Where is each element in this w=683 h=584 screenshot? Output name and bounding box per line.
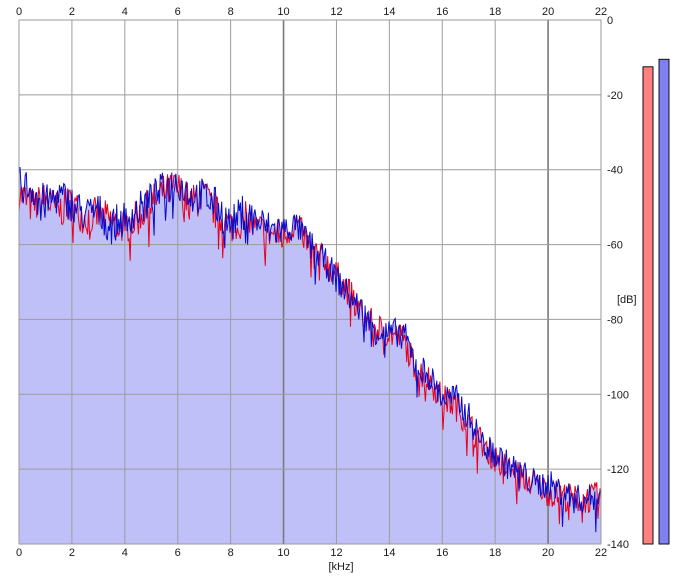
y-tick-0: 0 — [607, 15, 613, 27]
spectrum-fill-area — [19, 167, 601, 544]
x-tick-labels-bottom: 0 2 4 6 8 10 12 14 16 18 20 22 — [16, 547, 607, 559]
y-tick-neg60: -60 — [607, 240, 623, 252]
x-tick-top-20: 20 — [542, 6, 554, 18]
x-tick-top-12: 12 — [330, 6, 342, 18]
spectrum-fill-path — [19, 167, 601, 544]
series-line-right — [18, 167, 602, 533]
x-tick-bottom-16: 16 — [436, 547, 448, 559]
series-lines — [18, 167, 602, 533]
x-tick-bottom-4: 4 — [122, 547, 128, 559]
x-tick-top-0: 0 — [16, 6, 22, 18]
x-tick-bottom-8: 8 — [228, 547, 234, 559]
x-tick-bottom-10: 10 — [277, 547, 289, 559]
x-tick-bottom-12: 12 — [330, 547, 342, 559]
x-tick-top-22: 22 — [595, 6, 607, 18]
x-tick-bottom-6: 6 — [175, 547, 181, 559]
level-meter-right — [658, 58, 670, 545]
level-meters — [642, 58, 670, 545]
y-tick-neg20: -20 — [607, 90, 623, 102]
x-tick-bottom-0: 0 — [16, 547, 22, 559]
x-tick-top-18: 18 — [489, 6, 501, 18]
plot-frame — [18, 19, 602, 545]
y-tick-neg100: -100 — [607, 389, 629, 401]
y-tick-neg140: -140 — [607, 539, 629, 551]
y-tick-neg80: -80 — [607, 314, 623, 326]
y-tick-labels: 0 -20 -40 -60 -80 -100 -120 -140 — [607, 15, 629, 551]
x-tick-bottom-20: 20 — [542, 547, 554, 559]
x-tick-bottom-14: 14 — [383, 547, 395, 559]
y-tick-neg120: -120 — [607, 464, 629, 476]
x-tick-top-14: 14 — [383, 6, 395, 18]
x-tick-bottom-18: 18 — [489, 547, 501, 559]
x-tick-labels-top: 0 2 4 6 8 10 12 14 16 18 20 22 — [16, 6, 607, 18]
x-tick-bottom-2: 2 — [69, 547, 75, 559]
x-tick-top-8: 8 — [228, 6, 234, 18]
x-tick-top-2: 2 — [69, 6, 75, 18]
x-tick-top-6: 6 — [175, 6, 181, 18]
level-meter-left — [642, 66, 654, 545]
x-tick-top-10: 10 — [277, 6, 289, 18]
y-tick-neg40: -40 — [607, 165, 623, 177]
x-tick-top-4: 4 — [122, 6, 128, 18]
y-axis-label: [dB] — [617, 294, 637, 306]
x-tick-top-16: 16 — [436, 6, 448, 18]
x-tick-bottom-22: 22 — [595, 547, 607, 559]
x-axis-label: [kHz] — [328, 561, 353, 573]
